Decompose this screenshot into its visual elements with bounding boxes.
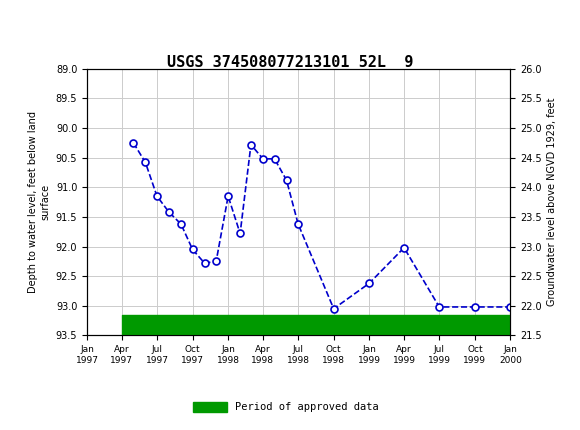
Y-axis label: Groundwater level above NGVD 1929, feet: Groundwater level above NGVD 1929, feet	[548, 98, 557, 306]
Bar	[193, 402, 227, 412]
Text: Period of approved data: Period of approved data	[235, 402, 379, 412]
Text: USGS 374508077213101 52L  9: USGS 374508077213101 52L 9	[167, 55, 413, 70]
Y-axis label: Depth to water level, feet below land
surface: Depth to water level, feet below land su…	[28, 111, 50, 293]
Text: ☒USGS: ☒USGS	[12, 16, 70, 35]
